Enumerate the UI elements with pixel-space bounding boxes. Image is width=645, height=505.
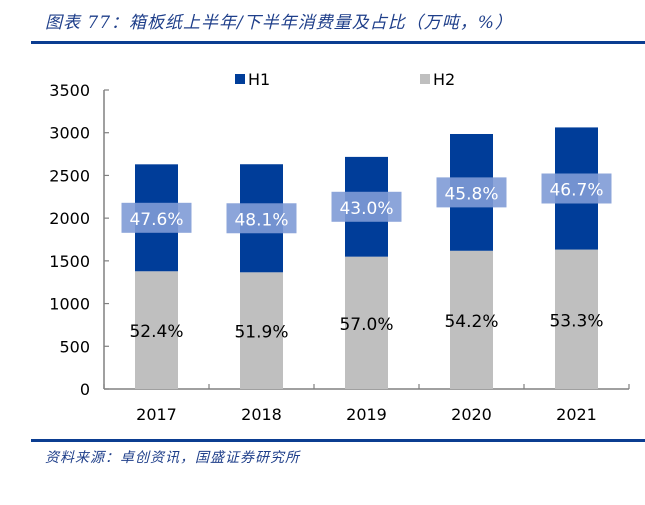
y-tick-label: 1000 <box>49 295 90 314</box>
y-tick-label: 3000 <box>49 124 90 143</box>
x-tick-label: 2017 <box>136 405 177 424</box>
data-label-box <box>226 203 297 234</box>
source-note: 资料来源：卓创资讯，国盛证券研究所 <box>45 450 300 466</box>
data-label-h2: 52.4% <box>129 322 183 342</box>
legend-label-h1: H1 <box>248 70 270 89</box>
y-tick-label: 2500 <box>49 166 90 185</box>
data-label-box <box>436 177 507 208</box>
y-tick-label: 500 <box>59 337 90 356</box>
data-label-h2: 53.3% <box>549 311 603 331</box>
data-label-box <box>541 173 612 204</box>
y-tick-label: 3500 <box>49 81 90 100</box>
data-label-h2: 54.2% <box>444 312 498 332</box>
x-tick-label: 2021 <box>556 405 597 424</box>
title-divider <box>31 41 645 44</box>
data-label-h1: 45.8% <box>444 184 498 204</box>
bar-h2-2019 <box>345 256 388 389</box>
legend-label-h2: H2 <box>433 70 455 89</box>
data-label-h1: 47.6% <box>129 210 183 230</box>
x-tick-label: 2020 <box>451 405 492 424</box>
data-label-h1: 48.1% <box>234 210 288 230</box>
data-label-box <box>331 191 402 222</box>
x-tick-label: 2019 <box>346 405 387 424</box>
source-divider <box>31 439 645 442</box>
legend-swatch-h1 <box>235 74 245 84</box>
y-tick-label: 0 <box>80 380 90 399</box>
bar-h2-2017 <box>135 271 178 389</box>
x-tick-label: 2018 <box>241 405 282 424</box>
data-label-h1: 43.0% <box>339 199 393 219</box>
bar-h2-2021 <box>555 249 598 389</box>
y-tick-label: 2000 <box>49 209 90 228</box>
data-label-h2: 57.0% <box>339 315 393 335</box>
bar-h2-2020 <box>450 250 493 389</box>
chart-title: 图表 77：箱板纸上半年/下半年消费量及占比（万吨，%） <box>45 13 513 33</box>
data-label-h2: 51.9% <box>234 323 288 343</box>
bar-h2-2018 <box>240 272 283 389</box>
y-tick-label: 1500 <box>49 252 90 271</box>
data-label-box <box>121 202 192 233</box>
legend-swatch-h2 <box>420 74 430 84</box>
data-label-h1: 46.7% <box>549 180 603 200</box>
